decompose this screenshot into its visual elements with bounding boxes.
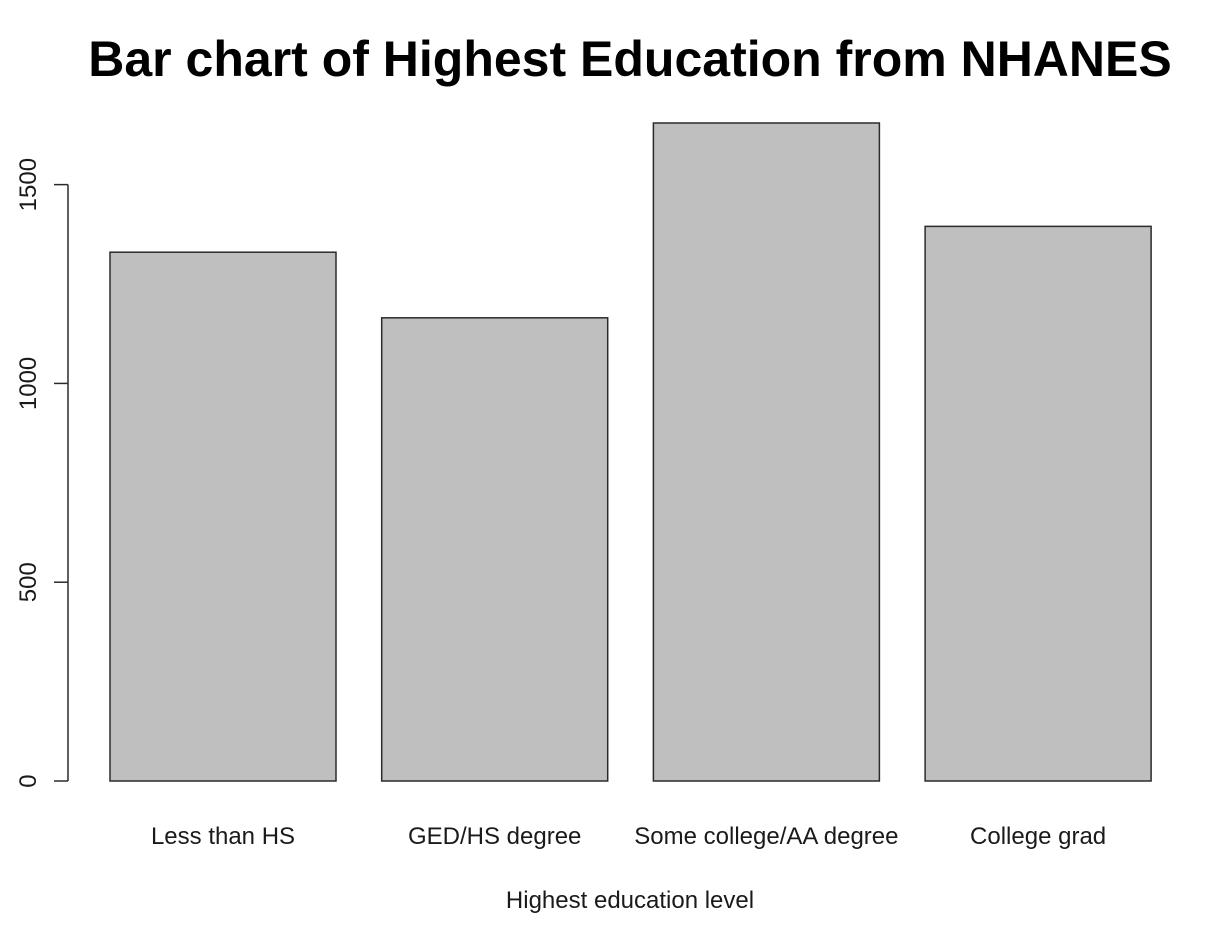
category-label: Some college/AA degree — [634, 823, 898, 850]
y-axis: 0 500 1000 1500 — [15, 158, 69, 788]
y-tick-label: 0 — [15, 774, 42, 787]
chart-title: Bar chart of Highest Education from NHAN… — [88, 31, 1171, 87]
category-labels: Less than HS GED/HS degree Some college/AA… — [151, 823, 1106, 850]
y-tick-label: 1000 — [15, 357, 42, 410]
category-label: College grad — [970, 823, 1106, 850]
bar — [109, 251, 337, 782]
bar — [652, 122, 881, 782]
y-tick-label: 500 — [15, 562, 42, 602]
bars-group — [109, 122, 1152, 782]
bar — [380, 317, 609, 782]
x-axis-label: Highest education level — [506, 887, 754, 914]
category-label: Less than HS — [151, 823, 295, 850]
bar — [924, 225, 1152, 782]
y-tick-label: 1500 — [15, 158, 42, 211]
category-label: GED/HS degree — [408, 823, 581, 850]
